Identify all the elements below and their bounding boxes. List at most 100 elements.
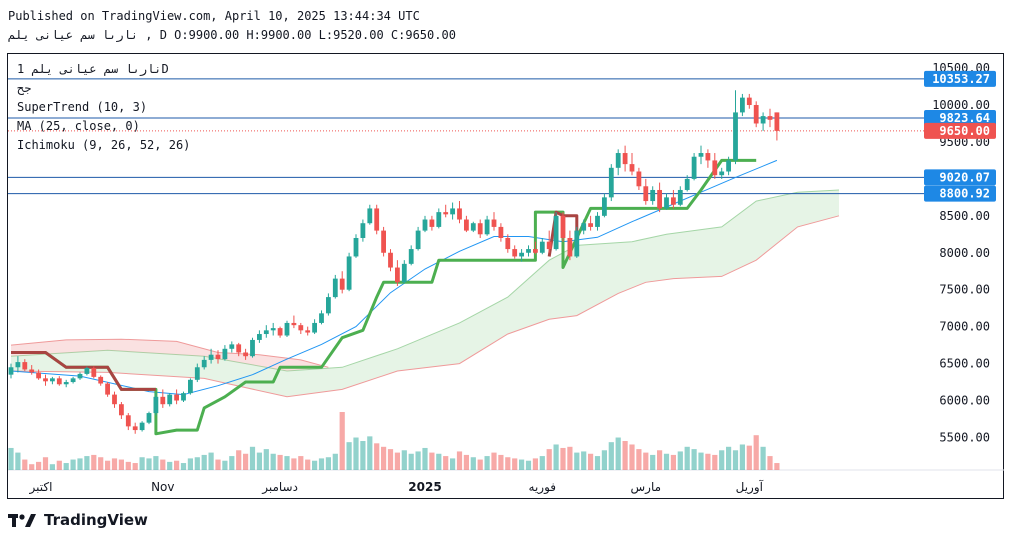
candle[interactable] [588,223,593,227]
candle[interactable] [22,362,28,370]
ma-line[interactable] [10,159,778,396]
candle[interactable] [760,116,766,124]
candle[interactable] [167,394,173,405]
candle[interactable] [574,230,580,257]
candle[interactable] [112,394,117,405]
candle[interactable] [139,422,145,431]
candle[interactable] [615,153,621,168]
price-chart[interactable]: 5500.00 6000.00 6500.00 7000.00 7500.00 8000.… [0,0,1012,500]
supertrend-line[interactable] [11,158,757,436]
candle[interactable] [236,344,242,353]
candle[interactable] [56,378,62,385]
candle[interactable] [740,97,745,113]
candle[interactable] [629,164,635,172]
candle[interactable] [395,267,400,283]
candle[interactable] [415,230,421,250]
candle[interactable] [450,208,455,215]
price-badge[interactable] [924,169,996,186]
candle[interactable] [319,313,324,323]
candle[interactable] [484,219,490,235]
candle[interactable] [125,415,131,427]
candle[interactable] [401,263,407,283]
candle[interactable] [215,354,221,360]
candle[interactable] [381,230,386,253]
candle[interactable] [429,219,435,227]
candle[interactable] [367,208,373,224]
candle[interactable] [277,328,283,336]
candle[interactable] [553,215,559,250]
candle[interactable] [332,278,338,298]
candle[interactable] [15,362,21,368]
candle[interactable] [719,171,725,176]
candle[interactable] [77,373,83,379]
candle[interactable] [84,368,90,374]
candle[interactable] [374,208,380,231]
candle[interactable] [622,153,628,165]
candle[interactable] [705,153,711,161]
candle[interactable] [533,249,538,253]
candle[interactable] [63,382,69,385]
candle[interactable] [422,219,428,231]
candle[interactable] [91,368,97,377]
tradingview-logo[interactable]: TradingView [8,511,148,529]
candle[interactable] [250,339,255,357]
candle[interactable] [408,249,414,264]
price-badge[interactable] [924,122,996,139]
candle[interactable] [194,367,200,380]
candle[interactable] [650,189,656,202]
candle[interactable] [291,322,297,326]
candle[interactable] [119,404,124,416]
candle[interactable] [360,223,366,238]
candle[interactable] [270,328,276,331]
candle[interactable] [546,241,552,250]
candle[interactable] [746,97,752,106]
legend-ma[interactable]: MA (25, close, 0) [17,119,140,133]
candle[interactable] [8,367,14,375]
price-badge[interactable] [924,110,996,127]
candle[interactable] [512,249,518,257]
candle[interactable] [353,237,359,257]
candle[interactable] [298,325,304,331]
candle[interactable] [146,413,152,423]
candle[interactable] [519,252,524,257]
candle[interactable] [436,212,442,227]
price-badge[interactable] [924,70,996,87]
candle[interactable] [671,197,676,205]
candle[interactable] [174,394,179,401]
legend-supertrend[interactable]: SuperTrend (10, 3) [17,100,148,114]
candle[interactable] [698,153,704,157]
candle[interactable] [208,354,214,360]
price-badge[interactable] [924,185,996,202]
candle[interactable] [726,160,731,172]
candle[interactable] [684,178,690,190]
candle[interactable] [160,396,166,405]
candle[interactable] [477,223,483,235]
candle[interactable] [733,112,738,161]
candle[interactable] [229,344,235,349]
candle[interactable] [43,378,48,382]
candle[interactable] [774,112,780,131]
candle[interactable] [470,223,476,231]
candle[interactable] [70,378,76,383]
candle[interactable] [560,215,566,238]
candle[interactable] [464,219,469,231]
candle[interactable] [581,223,587,231]
candle[interactable] [443,212,449,215]
candle[interactable] [284,322,290,336]
candle[interactable] [98,376,104,384]
candle[interactable] [643,186,649,202]
candle[interactable] [346,256,352,290]
candle[interactable] [664,197,669,209]
candle[interactable] [567,237,573,257]
candle[interactable] [29,369,35,373]
candle[interactable] [491,219,497,227]
candle[interactable] [602,197,607,216]
candle[interactable] [243,352,248,357]
candle[interactable] [457,208,462,220]
candle[interactable] [188,379,193,394]
candle[interactable] [222,348,228,360]
candle[interactable] [767,116,773,120]
candle[interactable] [505,237,511,250]
candle[interactable] [657,189,662,209]
chart-frame[interactable] [7,53,1004,499]
